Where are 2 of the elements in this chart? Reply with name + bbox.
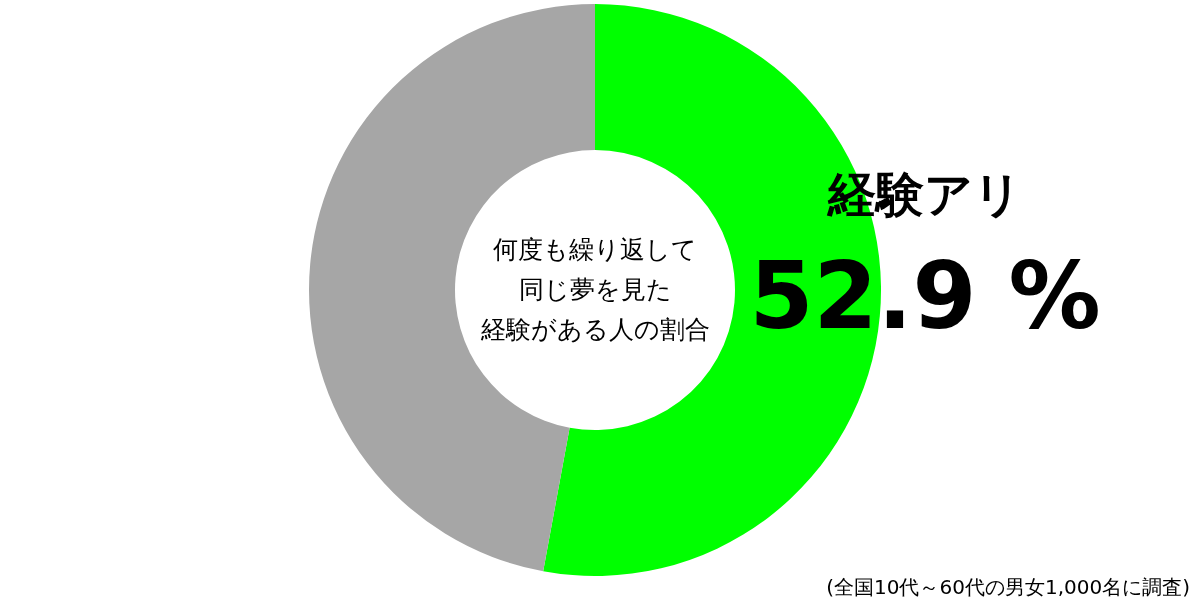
text: (全国10代～60代の男女1,000名に調査) xyxy=(826,575,1190,599)
text: 何度も繰り返して同じ夢を見た経験がある人の割合 xyxy=(479,235,710,344)
